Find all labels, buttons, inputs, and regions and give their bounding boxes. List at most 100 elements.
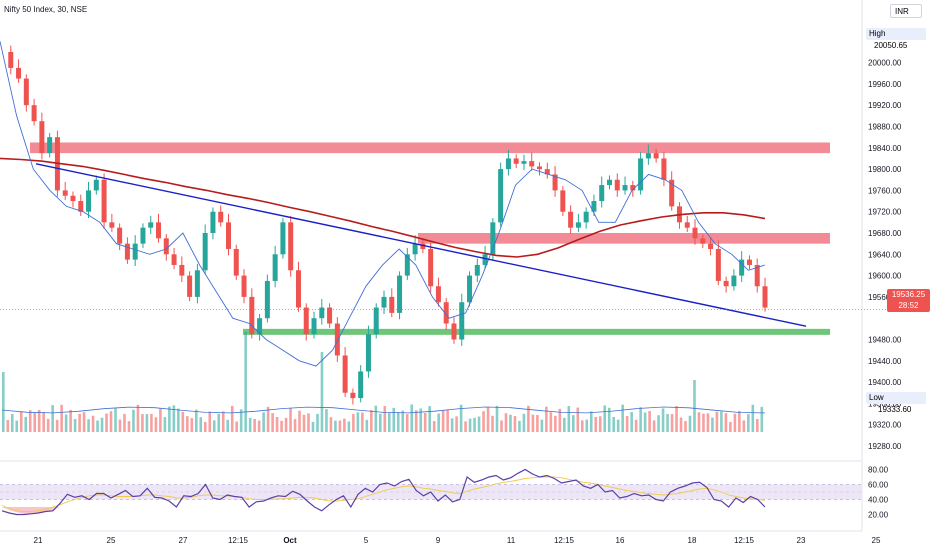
time-tick-label: Oct: [283, 536, 297, 545]
volume-bar: [24, 416, 28, 432]
time-tick-label: 25: [107, 536, 116, 545]
candle-body: [599, 185, 605, 202]
volume-bar: [491, 415, 494, 432]
low-label: Low 19333.60: [866, 392, 926, 414]
volume-bar: [293, 419, 297, 432]
volume-bar: [702, 413, 705, 432]
volume-bar: [132, 409, 135, 432]
time-tick-label: 16: [616, 536, 625, 545]
volume-bar: [576, 407, 580, 432]
volume-bar: [414, 410, 418, 432]
candle-body: [435, 286, 441, 303]
candle-body: [358, 371, 364, 399]
candle-body: [233, 248, 239, 276]
volume-bar: [598, 416, 602, 432]
candle-body: [86, 190, 92, 212]
candle-body: [39, 121, 45, 154]
candle-body: [467, 275, 473, 303]
candle-body: [622, 185, 628, 191]
candle-body: [653, 153, 659, 159]
volume-bar: [370, 410, 373, 432]
candle-body: [117, 227, 123, 244]
candle-body: [194, 270, 200, 297]
candle-body: [23, 78, 29, 106]
volume-bar: [729, 421, 732, 432]
volume-bar: [580, 420, 584, 432]
candle-body: [210, 211, 216, 233]
volume-bar: [401, 410, 405, 432]
volume-bar: [289, 407, 292, 432]
volume-bar: [715, 411, 719, 432]
candle-body: [684, 222, 690, 228]
volume-bar: [226, 419, 230, 432]
price-tick-label: 19400.00: [868, 378, 902, 387]
volume-bar: [733, 413, 737, 432]
candle-body: [280, 222, 286, 255]
volume-bar: [661, 408, 665, 432]
volume-bar: [181, 412, 185, 432]
price-tick-label: 19560.00: [868, 293, 902, 302]
support-zone: [243, 328, 830, 335]
price-tick-label: 19840.00: [868, 144, 902, 153]
bar-countdown: 28:52: [898, 301, 919, 310]
volume-bar: [69, 409, 72, 432]
candle-body: [700, 238, 706, 244]
candle-body: [708, 243, 714, 249]
volume-bar: [518, 420, 521, 432]
volume-bar: [347, 421, 351, 432]
time-tick-label: 18: [688, 536, 697, 545]
volume-bar: [379, 413, 382, 432]
currency-button[interactable]: INR: [890, 4, 922, 18]
volume-bar: [747, 414, 750, 432]
volume-bar: [154, 417, 158, 432]
ema-slow-line: [0, 157, 766, 258]
volume-bar: [410, 404, 414, 432]
price-tick-label: 19800.00: [868, 165, 902, 174]
rsi-tick-label: 60.00: [868, 481, 889, 490]
time-tick-label: 11: [507, 536, 516, 545]
volume-bar: [365, 419, 369, 432]
volume-bar: [756, 418, 759, 432]
candle-body: [544, 169, 550, 175]
candle-body: [334, 323, 340, 356]
trendline[interactable]: [35, 163, 807, 327]
candle-body: [715, 248, 721, 281]
time-tick-label: 9: [436, 536, 441, 545]
volume-bar: [33, 413, 37, 432]
candle-body: [575, 222, 581, 228]
candle-body: [606, 179, 612, 186]
volume-bar: [563, 417, 566, 432]
candle-body: [490, 222, 496, 255]
volume-bar: [527, 405, 530, 432]
rsi-tick-label: 20.00: [868, 511, 889, 520]
volume-bar: [28, 410, 32, 432]
volume-bar: [387, 413, 391, 432]
volume-bar: [159, 408, 162, 432]
volume-bar: [657, 415, 660, 432]
volume-bar: [675, 406, 678, 432]
volume-bar: [423, 412, 427, 432]
candle-body: [179, 264, 185, 276]
candle-body: [443, 302, 449, 324]
volume-bar: [338, 420, 342, 432]
rsi-ma-line: [1, 476, 766, 512]
candle-body: [529, 161, 535, 167]
volume-bar: [468, 418, 472, 432]
volume-bar: [693, 380, 696, 432]
volume-bar: [302, 414, 306, 432]
volume-bar: [760, 406, 764, 432]
price-tick-label: 19680.00: [868, 229, 902, 238]
low-label-text: Low: [869, 393, 884, 402]
price-tick-label: 19960.00: [868, 80, 902, 89]
candle-body: [93, 179, 99, 191]
volume-bar: [10, 414, 14, 432]
volume-bar: [666, 413, 669, 432]
high-value: 20050.65: [874, 41, 908, 50]
candle-body: [342, 355, 348, 393]
candle-body: [78, 201, 84, 212]
volume-bar: [558, 408, 562, 432]
volume-bar: [459, 404, 463, 432]
candle-body: [723, 280, 729, 287]
